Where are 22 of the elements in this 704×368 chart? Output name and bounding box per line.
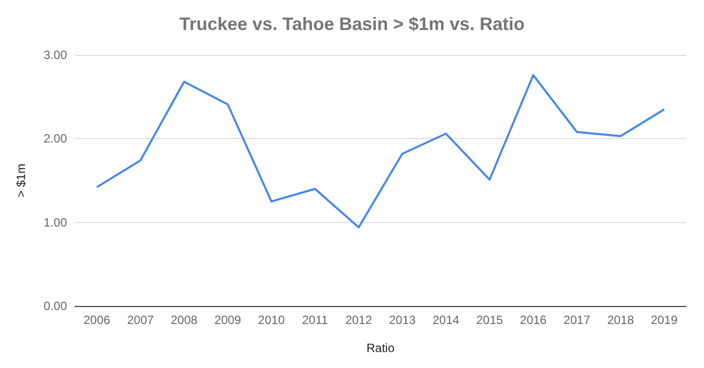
x-tick-label: 2013 bbox=[388, 313, 416, 327]
x-axis-title: Ratio bbox=[366, 341, 395, 355]
x-tick-label: 2006 bbox=[83, 313, 110, 327]
x-tick-label: 2009 bbox=[214, 313, 242, 327]
y-tick-label: 3.00 bbox=[44, 48, 68, 62]
x-tick-label: 2014 bbox=[432, 313, 460, 327]
y-tick-label: 1.00 bbox=[44, 215, 68, 230]
x-tick-label: 2007 bbox=[127, 313, 154, 327]
x-tick-label: 2012 bbox=[345, 313, 372, 327]
chart-title: Truckee vs. Tahoe Basin > $1m vs. Ratio bbox=[179, 14, 525, 34]
x-tick-label: 2011 bbox=[302, 313, 328, 327]
x-tick-label: 2010 bbox=[258, 313, 286, 327]
x-tick-label: 2019 bbox=[650, 313, 678, 327]
y-tick-label: 0.00 bbox=[44, 299, 68, 313]
x-tick-label: 2015 bbox=[476, 313, 504, 327]
x-tick-label: 2008 bbox=[170, 313, 198, 327]
x-tick-label: 2017 bbox=[564, 313, 591, 327]
x-tick-label: 2018 bbox=[607, 313, 634, 327]
x-tick-label: 2016 bbox=[520, 313, 547, 327]
y-tick-label: 2.00 bbox=[44, 132, 68, 146]
line-series bbox=[96, 74, 666, 228]
y-axis-title: > $1m bbox=[14, 164, 28, 198]
